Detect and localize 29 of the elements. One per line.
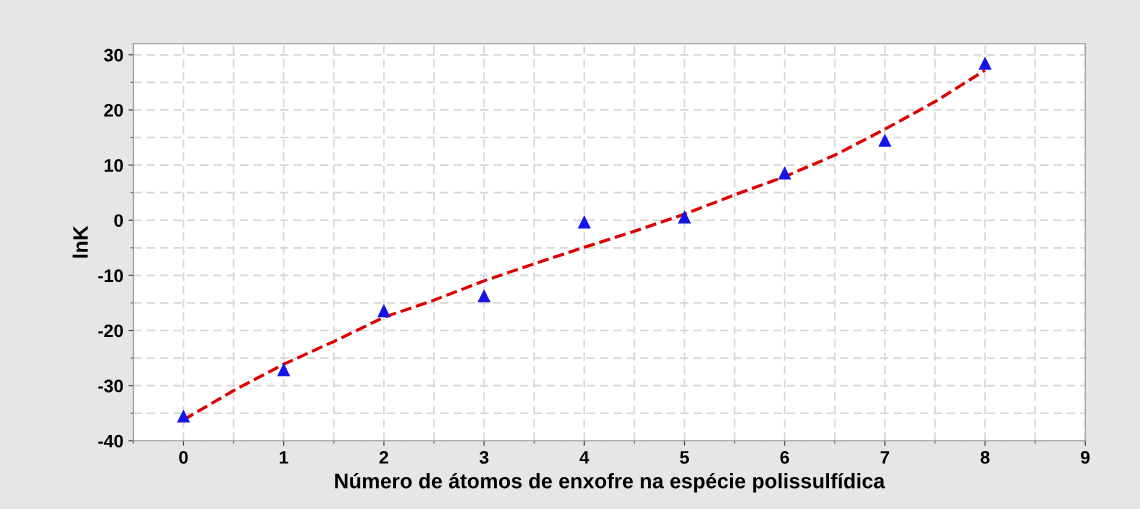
point — [778, 166, 792, 180]
point — [677, 210, 692, 224]
x-tick-label: 3 — [479, 450, 489, 464]
point — [377, 304, 391, 318]
x-tick-label: 4 — [579, 451, 590, 464]
x-tick-label: 2 — [379, 450, 389, 464]
y-tick-label: 30 — [103, 48, 123, 62]
point — [878, 133, 892, 147]
y-axis-title: lnK — [72, 225, 88, 258]
x-tick-label: 6 — [780, 450, 790, 464]
x-tick-label: 0 — [179, 450, 188, 464]
y-tick-label: 20 — [104, 103, 123, 117]
y-tick-label: 0 — [114, 214, 123, 227]
x-tick-label: 5 — [680, 451, 689, 464]
x-tick-label: 8 — [980, 450, 990, 464]
point — [978, 56, 992, 70]
point — [477, 289, 491, 303]
x-tick-label: 9 — [1080, 450, 1090, 464]
x-axis-title: Número de átomos de enxofre na espécie polissulfídica — [335, 472, 886, 493]
y-tick-label: -10 — [98, 269, 123, 283]
x-tick-label: 1 — [279, 451, 289, 464]
point — [577, 215, 591, 229]
point — [277, 363, 291, 377]
y-tick-label: -30 — [98, 379, 123, 393]
y-tick-label: -40 — [98, 434, 123, 448]
point — [176, 409, 191, 423]
y-tick-label: -20 — [98, 324, 123, 338]
y-tick-label: 10 — [104, 159, 123, 172]
x-tick-label: 7 — [880, 451, 890, 464]
